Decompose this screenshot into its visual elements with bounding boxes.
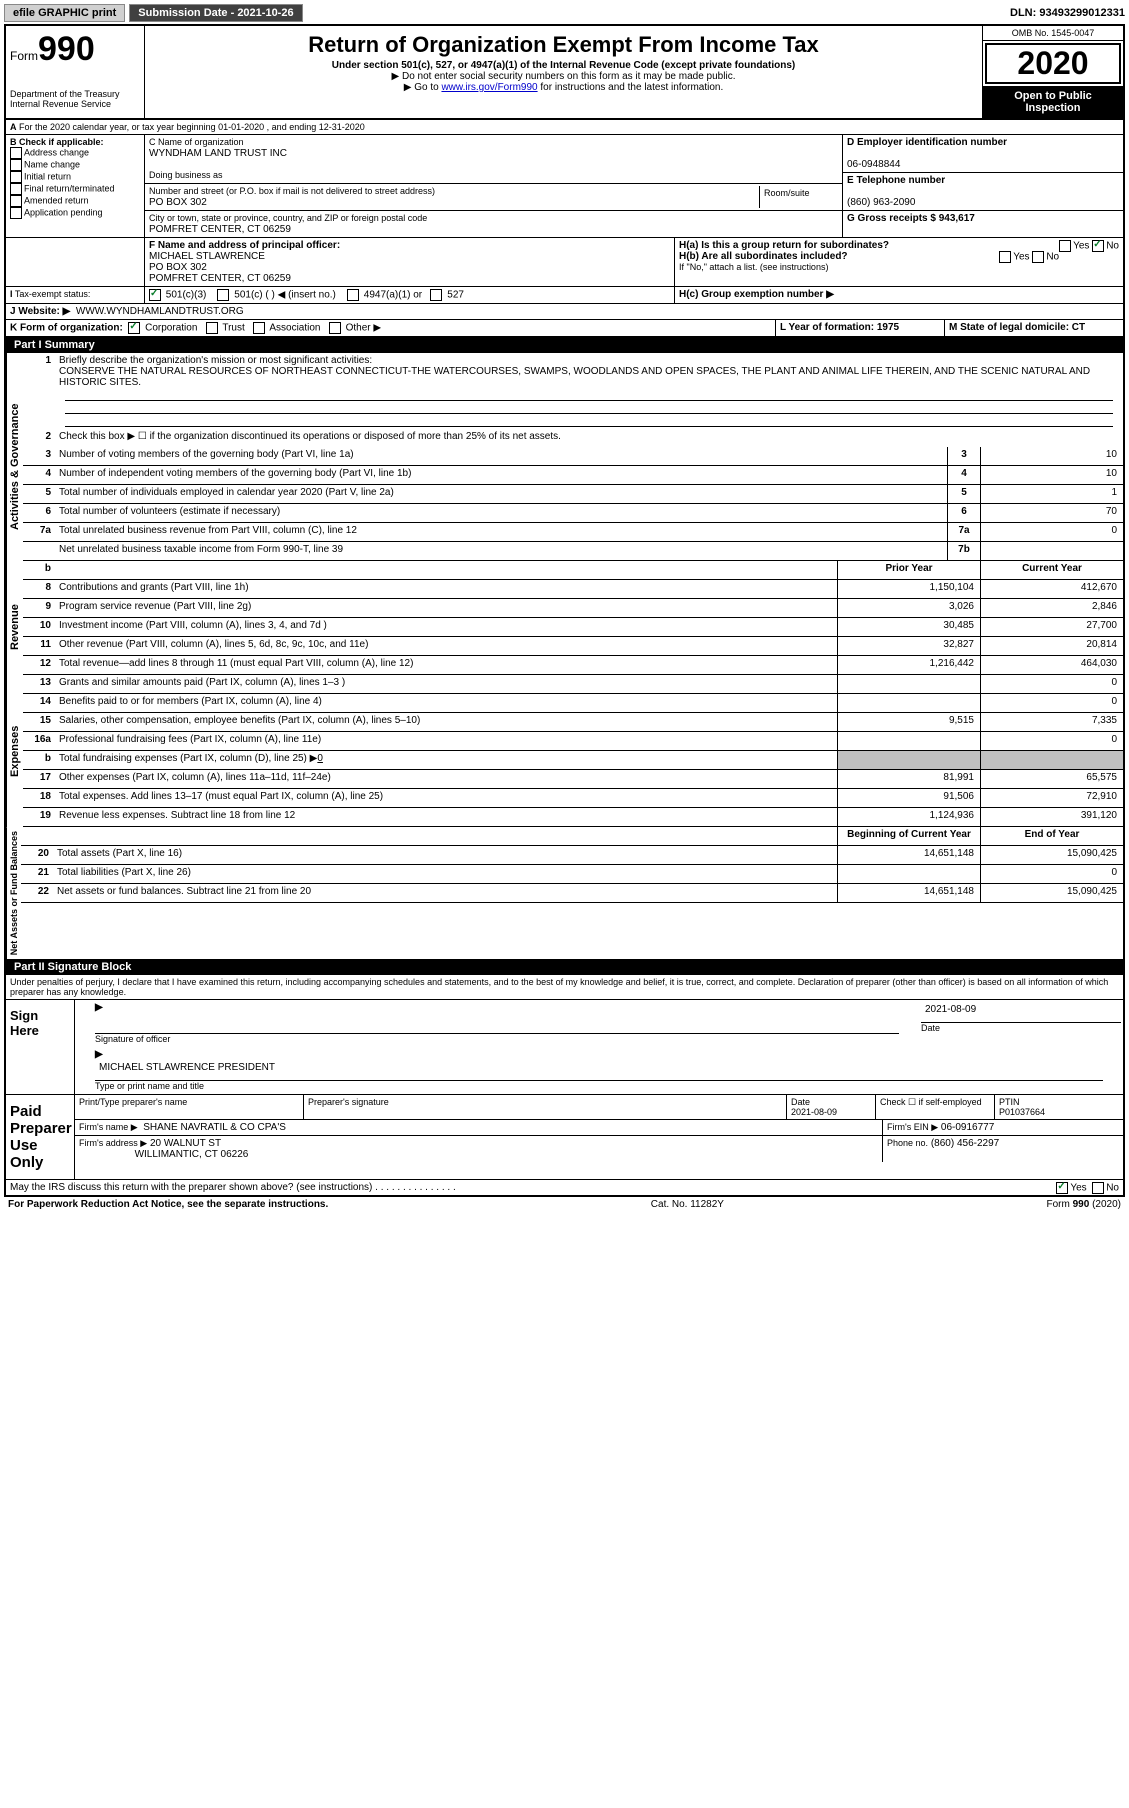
form-container: Form990 Department of the Treasury Inter… [4,24,1125,1197]
top-bar: efile GRAPHIC print Submission Date - 20… [4,4,1125,22]
box-c: C Name of organizationWYNDHAM LAND TRUST… [145,135,842,237]
section-bcdefg: B Check if applicable: Address change Na… [6,135,1123,238]
subtitle2: ▶ Do not enter social security numbers o… [149,71,978,82]
box-b: B Check if applicable: Address change Na… [6,135,145,237]
section-klm: K Form of organization: Corporation Trus… [6,320,1123,337]
subtitle1: Under section 501(c), 527, or 4947(a)(1)… [149,60,978,71]
box-deg: D Employer identification number06-09488… [842,135,1123,237]
omb-number: OMB No. 1545-0047 [983,26,1123,41]
part2-header: Part II Signature Block [6,959,1123,975]
website-row: J Website: ▶ WWW.WYNDHAMLANDTRUST.ORG [6,304,1123,320]
tax-period: A For the 2020 calendar year, or tax yea… [6,120,1123,135]
gov-label: Activities & Governance [6,353,23,580]
discuss-row: May the IRS discuss this return with the… [6,1180,1123,1195]
dept-treasury: Department of the Treasury [10,89,140,99]
netassets-section: Net Assets or Fund Balances Beginning of… [6,827,1123,959]
governance-section: Activities & Governance 1 Briefly descri… [6,353,1123,580]
form-header: Form990 Department of the Treasury Inter… [6,26,1123,120]
subtitle3: ▶ Go to www.irs.gov/Form990 for instruct… [149,82,978,93]
form-number: Form990 [10,30,140,69]
footer: For Paperwork Reduction Act Notice, see … [4,1197,1125,1212]
net-label: Net Assets or Fund Balances [6,827,21,959]
tax-year: 2020 [985,43,1121,84]
rev-label: Revenue [6,580,23,675]
exp-label: Expenses [6,675,23,827]
irs-label: Internal Revenue Service [10,99,140,109]
paid-preparer-section: Paid Preparer Use Only Print/Type prepar… [6,1095,1123,1180]
efile-btn[interactable]: efile GRAPHIC print [4,4,125,22]
dln: DLN: 93493299012331 [1010,7,1125,19]
tax-exempt-row: I Tax-exempt status: 501(c)(3) 501(c) ( … [6,287,1123,304]
sign-here-section: Sign Here ▶Signature of officer 2021-08-… [6,1000,1123,1095]
irs-link[interactable]: www.irs.gov/Form990 [441,82,537,93]
declaration: Under penalties of perjury, I declare th… [6,975,1123,1000]
part1-header: Part I Summary [6,337,1123,353]
submission-btn[interactable]: Submission Date - 2021-10-26 [129,4,302,22]
section-fh: F Name and address of principal officer:… [6,238,1123,287]
revenue-section: Revenue 8Contributions and grants (Part … [6,580,1123,675]
form-title: Return of Organization Exempt From Incom… [149,32,978,58]
box-f: F Name and address of principal officer:… [145,238,675,286]
public-inspection: Open to PublicInspection [983,86,1123,118]
box-h: H(a) Is this a group return for subordin… [675,238,1123,286]
expenses-section: Expenses 13Grants and similar amounts pa… [6,675,1123,827]
